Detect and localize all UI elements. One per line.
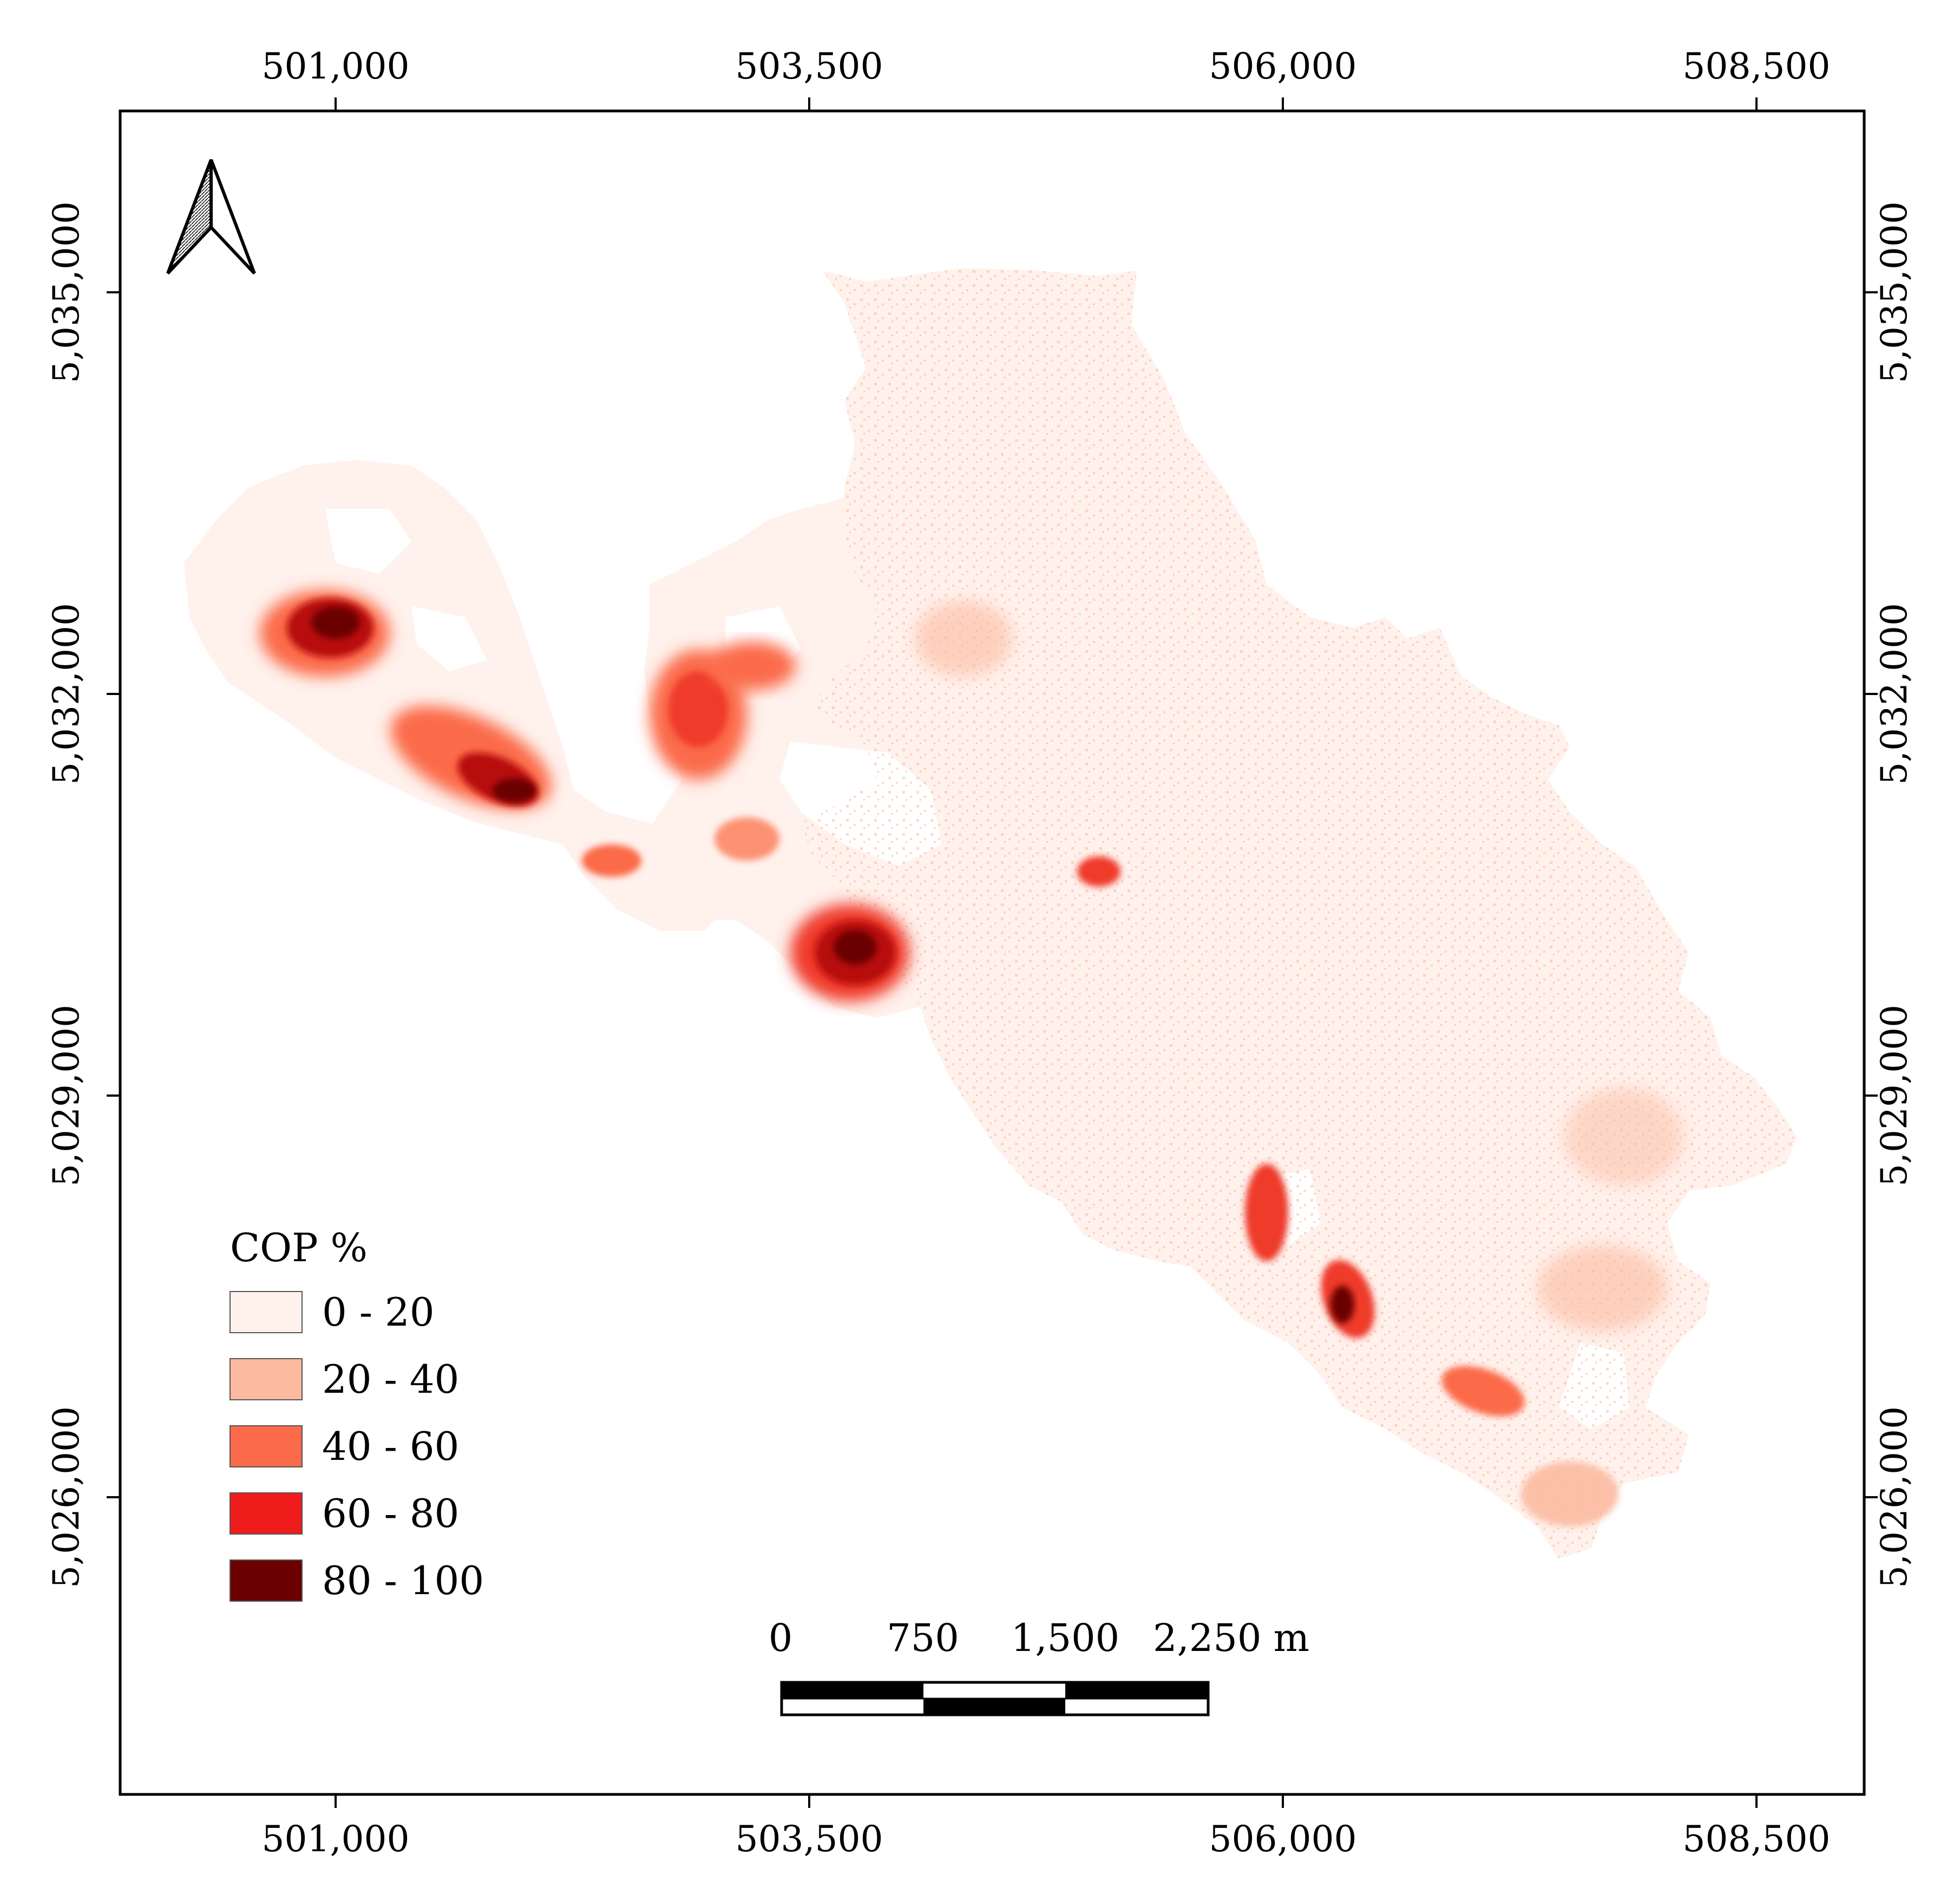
axis-right: 5,035,000 5,032,000 5,029,000 5,026,000 xyxy=(1873,201,1915,1588)
legend-title: COP % xyxy=(230,1225,368,1270)
scale-label: 0 xyxy=(769,1616,793,1660)
legend-label: 40 - 60 xyxy=(322,1424,459,1469)
legend-item: 40 - 60 xyxy=(230,1424,459,1469)
hotspot-west-small xyxy=(582,817,779,877)
hotspot-nw-1 xyxy=(260,590,390,677)
legend: COP % 0 - 20 20 - 40 40 - 60 60 - 80 80 … xyxy=(230,1225,484,1603)
axis-left: 5,035,000 5,032,000 5,029,000 5,026,000 xyxy=(45,201,87,1588)
axis-top-label: 506,000 xyxy=(1209,45,1357,87)
gap-nw xyxy=(325,509,411,574)
legend-swatch xyxy=(230,1492,303,1535)
hotspot-south-1 xyxy=(1245,1164,1288,1261)
hotspot-middle-3 xyxy=(790,904,909,1001)
legend-swatch xyxy=(230,1291,303,1333)
axis-left-label: 5,026,000 xyxy=(45,1406,87,1588)
axis-right-label: 5,029,000 xyxy=(1873,1005,1915,1187)
axis-top-label: 503,500 xyxy=(736,45,883,87)
north-arrow-icon xyxy=(166,159,256,275)
legend-swatch xyxy=(230,1358,303,1400)
scale-label: 1,500 xyxy=(1011,1616,1119,1660)
axis-bottom-label: 508,500 xyxy=(1683,1818,1831,1860)
axis-top-label: 501,000 xyxy=(262,45,410,87)
tick-marks xyxy=(107,97,1878,1808)
scale-label: 2,250 m xyxy=(1153,1616,1309,1660)
legend-label: 60 - 80 xyxy=(322,1491,459,1536)
axis-bottom-label: 506,000 xyxy=(1209,1818,1357,1860)
axis-right-label: 5,032,000 xyxy=(1873,603,1915,785)
legend-label: 20 - 40 xyxy=(322,1356,459,1402)
axis-bottom: 501,000 503,500 506,000 508,500 xyxy=(262,1818,1831,1860)
axis-right-label: 5,035,000 xyxy=(1873,201,1915,383)
axis-bottom-label: 501,000 xyxy=(262,1818,410,1860)
legend-item: 60 - 80 xyxy=(230,1491,459,1536)
legend-label: 0 - 20 xyxy=(322,1289,435,1335)
hotspot-south-2 xyxy=(1321,1260,1375,1339)
axis-bottom-label: 503,500 xyxy=(736,1818,883,1860)
scale-bar: 0 750 1,500 2,250 m xyxy=(769,1616,1309,1716)
axis-left-label: 5,032,000 xyxy=(45,603,87,785)
gap-nw2 xyxy=(411,606,487,671)
scale-label: 750 xyxy=(887,1616,959,1660)
hotspot-nw-2 xyxy=(390,706,552,810)
legend-swatch xyxy=(230,1559,303,1602)
axis-left-label: 5,029,000 xyxy=(45,1005,87,1187)
axis-left-label: 5,035,000 xyxy=(45,201,87,383)
axis-top: 501,000 503,500 506,000 508,500 xyxy=(262,45,1831,87)
axis-right-label: 5,026,000 xyxy=(1873,1406,1915,1588)
study-area xyxy=(184,268,1797,1559)
region-northwest xyxy=(184,460,725,931)
legend-item: 0 - 20 xyxy=(230,1289,435,1335)
legend-item: 20 - 40 xyxy=(230,1356,459,1402)
legend-swatch xyxy=(230,1425,303,1467)
hotspot-south-3 xyxy=(1441,1366,1525,1417)
hotspot-center xyxy=(1077,856,1120,887)
axis-top-label: 508,500 xyxy=(1683,45,1831,87)
legend-item: 80 - 100 xyxy=(230,1558,484,1603)
legend-label: 80 - 100 xyxy=(322,1558,484,1603)
hotspot-middle-2 xyxy=(709,641,796,690)
